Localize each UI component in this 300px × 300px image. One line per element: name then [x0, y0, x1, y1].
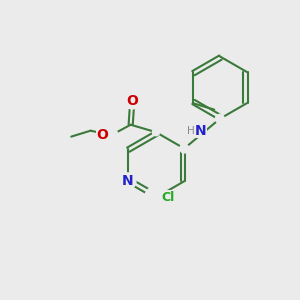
Text: N: N [122, 174, 134, 188]
Text: O: O [126, 94, 138, 108]
Circle shape [215, 114, 224, 123]
Circle shape [105, 129, 118, 142]
Circle shape [119, 173, 136, 190]
Text: H: H [187, 126, 195, 136]
Text: O: O [97, 128, 108, 142]
Text: Cl: Cl [161, 191, 175, 204]
Circle shape [152, 129, 160, 136]
Text: N: N [195, 124, 206, 138]
Circle shape [126, 96, 139, 109]
Circle shape [180, 144, 189, 153]
Circle shape [145, 186, 167, 209]
